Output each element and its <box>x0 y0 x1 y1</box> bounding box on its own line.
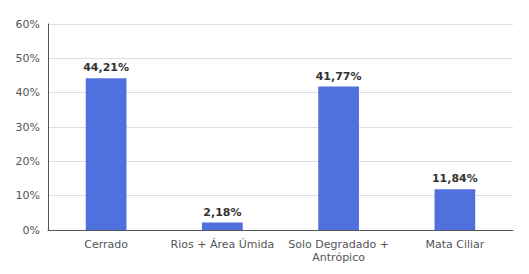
svg-text:40%: 40% <box>16 86 40 99</box>
svg-text:11,84%: 11,84% <box>432 172 478 185</box>
svg-text:60%: 60% <box>16 18 40 31</box>
svg-text:2,18%: 2,18% <box>203 206 241 219</box>
svg-text:Rios + Área Úmida: Rios + Área Úmida <box>171 238 275 251</box>
svg-text:Mata Ciliar: Mata Ciliar <box>425 238 484 251</box>
svg-text:Antrópico: Antrópico <box>312 251 365 264</box>
svg-text:Solo Degradado +: Solo Degradado + <box>288 238 389 251</box>
svg-text:20%: 20% <box>16 155 40 168</box>
svg-text:10%: 10% <box>16 189 40 202</box>
svg-text:0%: 0% <box>23 224 40 237</box>
svg-text:44,21%: 44,21% <box>83 61 129 74</box>
svg-text:41,77%: 41,77% <box>316 70 362 83</box>
svg-text:30%: 30% <box>16 121 40 134</box>
svg-text:Cerrado: Cerrado <box>84 238 128 251</box>
svg-text:50%: 50% <box>16 52 40 65</box>
